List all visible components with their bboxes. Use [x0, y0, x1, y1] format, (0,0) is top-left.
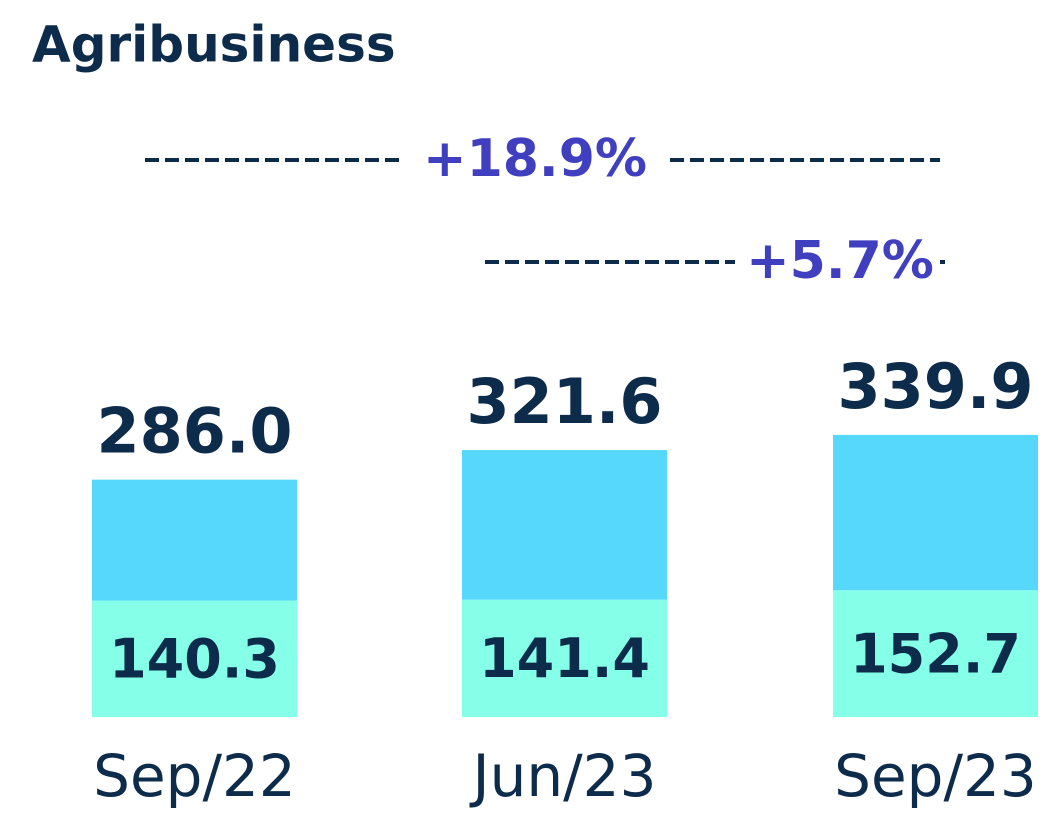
total-label: 339.9: [837, 350, 1033, 423]
segment-label: 152.7: [850, 622, 1021, 685]
bar-segment: [833, 434, 1038, 591]
x-tick-label: Sep/23: [834, 742, 1037, 810]
annotation: +5.7%: [746, 231, 934, 291]
x-tick-label: Jun/23: [470, 742, 657, 810]
bar-segment: [92, 600, 297, 717]
chart-title: Agribusiness: [32, 16, 396, 74]
bar-segment: [462, 450, 667, 600]
x-tick-label: Sep/22: [93, 742, 296, 810]
total-label: 286.0: [96, 395, 292, 468]
segment-label: 141.4: [479, 627, 650, 690]
bar-segment: [462, 599, 667, 717]
bar-segment: [833, 590, 1038, 717]
total-label: 321.6: [466, 365, 662, 438]
annotation: +18.9%: [423, 129, 647, 189]
segment-label: 140.3: [109, 627, 280, 690]
bar-segment: [92, 479, 297, 601]
